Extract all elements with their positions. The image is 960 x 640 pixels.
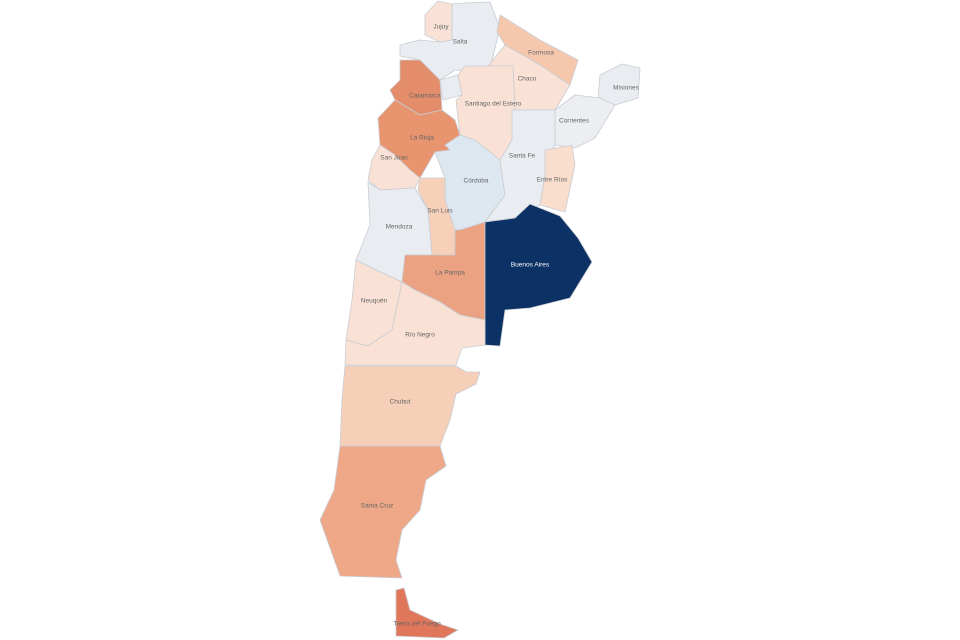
province-misiones[interactable]: [597, 63, 641, 106]
province-entre-rios[interactable]: [539, 144, 576, 213]
province-santa-cruz[interactable]: [319, 445, 447, 579]
province-chubut[interactable]: [339, 365, 481, 447]
province-buenos-aires[interactable]: [484, 203, 593, 347]
province-jujuy[interactable]: [424, 0, 453, 43]
province-tierra-del-fuego[interactable]: [395, 587, 459, 639]
province-rio-negro[interactable]: [344, 281, 486, 366]
province-corrientes[interactable]: [554, 94, 616, 149]
